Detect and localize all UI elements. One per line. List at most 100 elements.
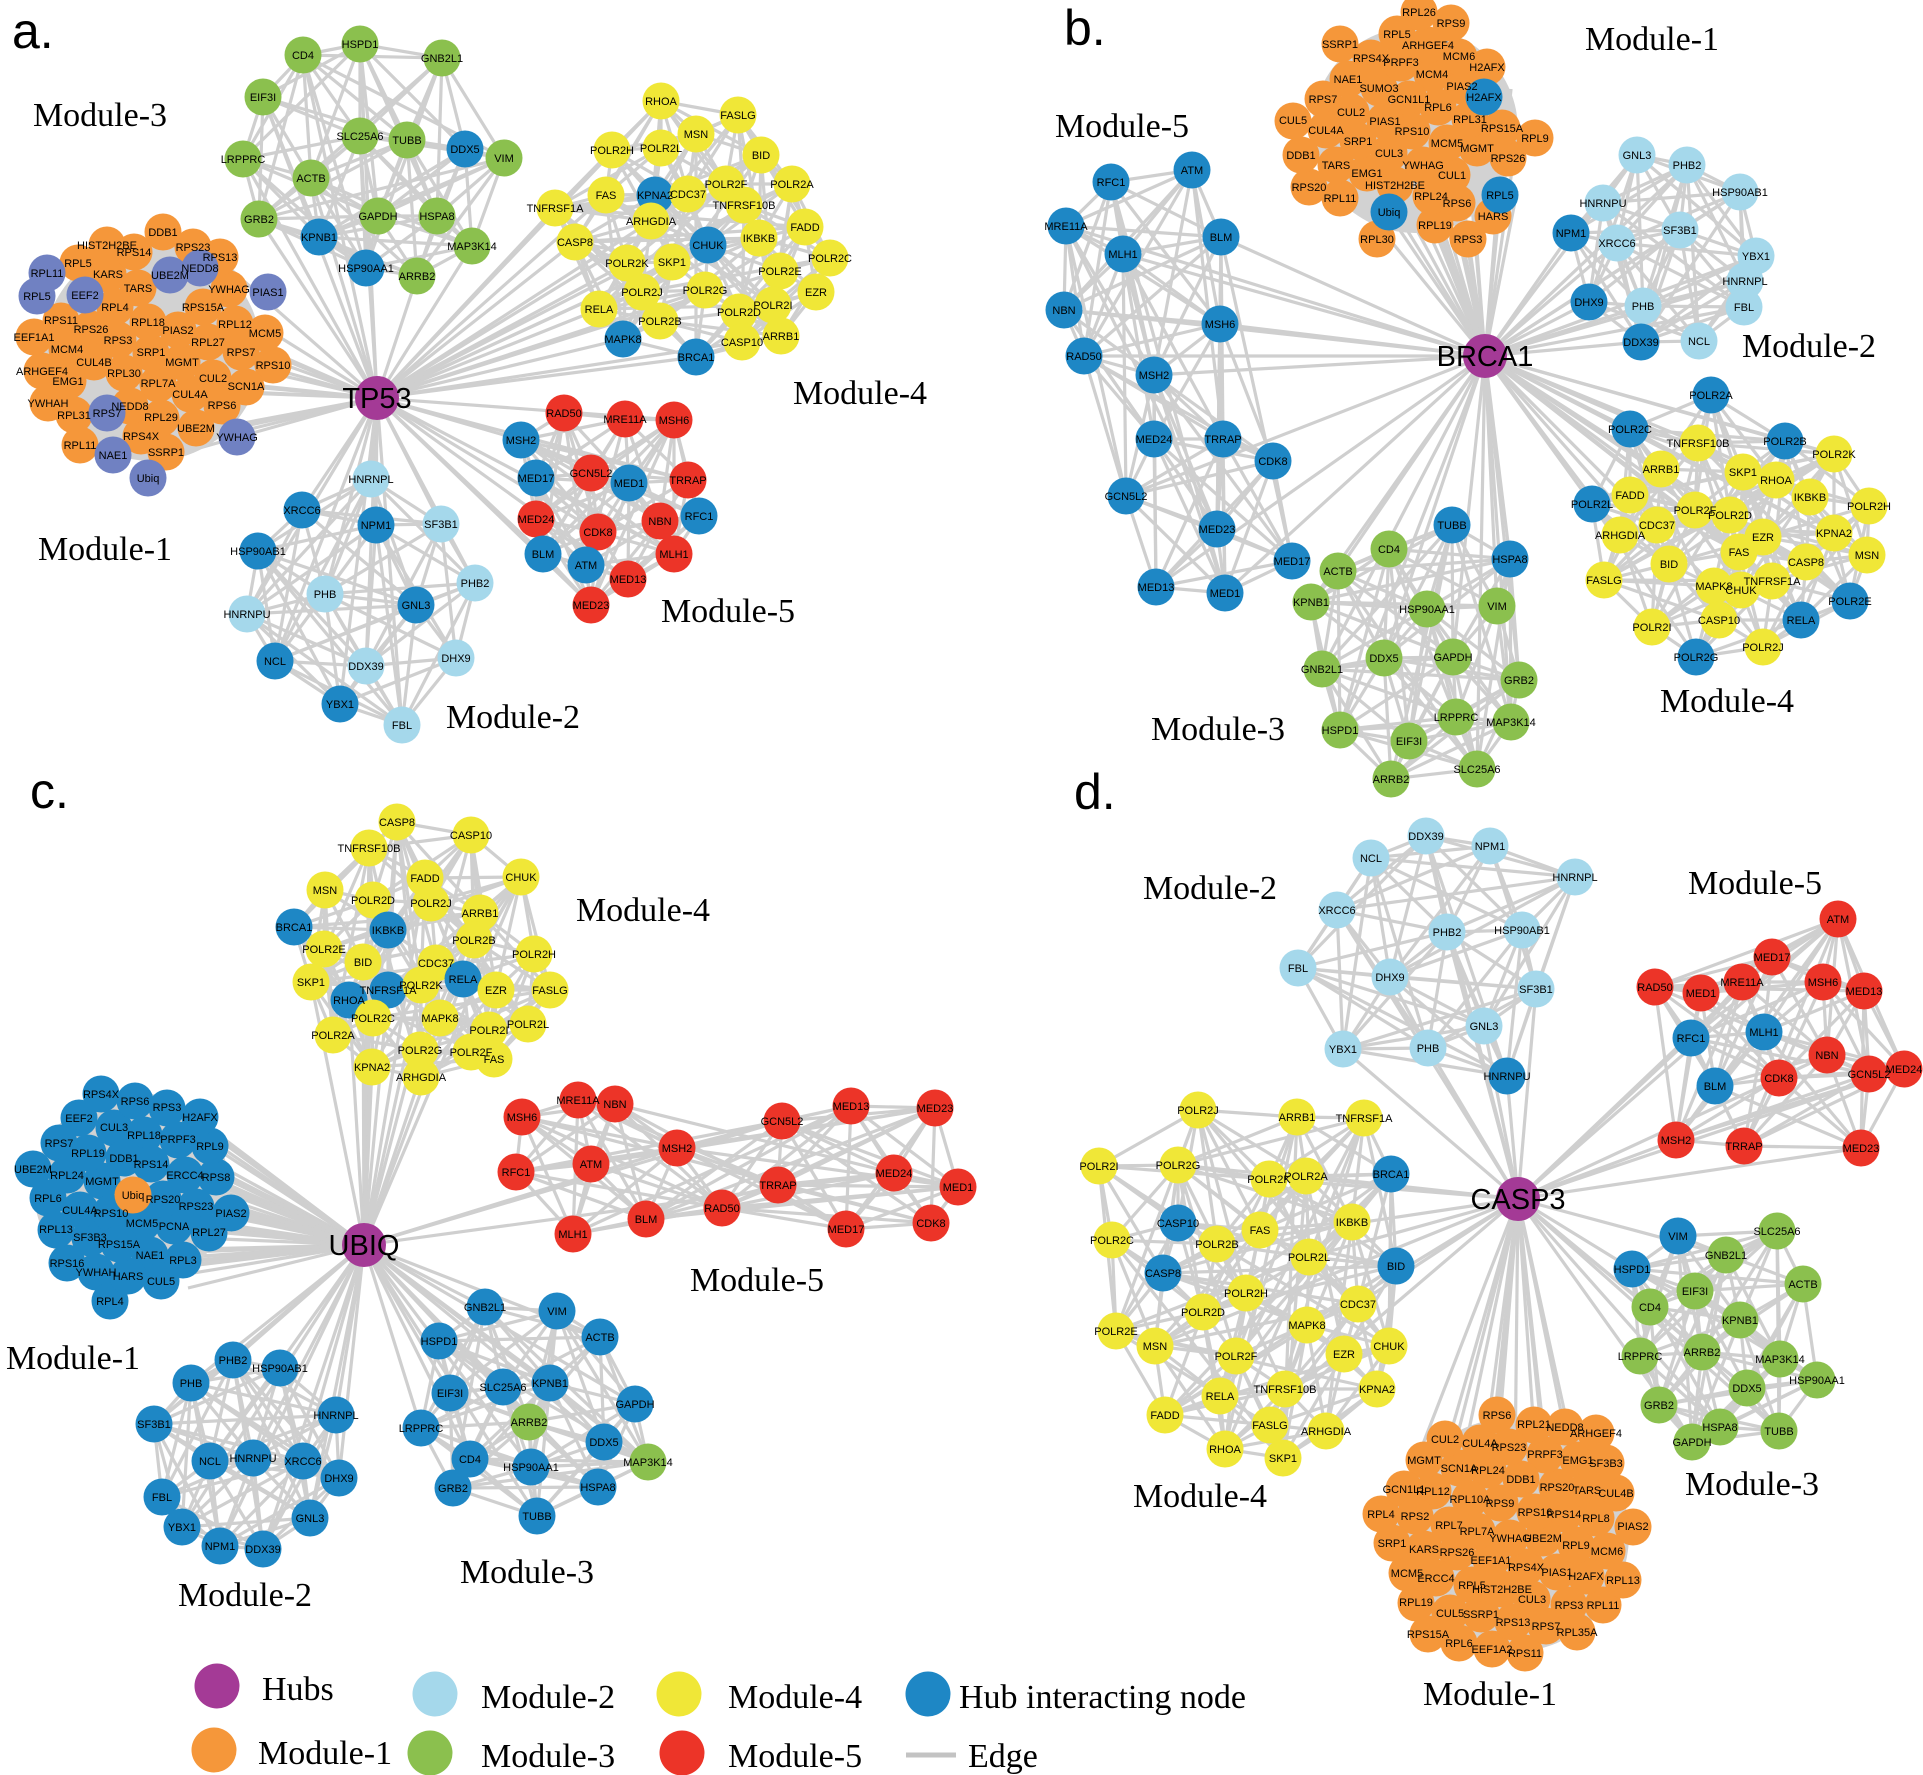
svg-text:RPL21: RPL21 [1517,1419,1551,1431]
svg-text:HSPA8: HSPA8 [580,1482,615,1494]
svg-text:POLR2D: POLR2D [1708,510,1752,522]
svg-text:HSPD1: HSPD1 [421,1336,458,1348]
svg-text:RPS7: RPS7 [1309,94,1338,106]
svg-text:c.: c. [30,763,69,819]
svg-text:DHX9: DHX9 [441,653,470,665]
svg-text:MED17: MED17 [518,473,555,485]
svg-text:BID: BID [1660,559,1678,571]
svg-text:KARS: KARS [1409,1544,1439,1556]
svg-text:XRCC6: XRCC6 [1598,238,1635,250]
svg-text:MLH1: MLH1 [1749,1027,1778,1039]
svg-text:TRRAP: TRRAP [669,475,706,487]
svg-text:RPL3: RPL3 [169,1255,197,1267]
svg-text:POLR2D: POLR2D [1181,1307,1225,1319]
svg-text:RPL4: RPL4 [101,302,129,314]
svg-text:POLR2C: POLR2C [1608,424,1652,436]
svg-text:RPS7: RPS7 [227,347,256,359]
svg-text:RPS13: RPS13 [1496,1617,1531,1629]
svg-text:LRPPRC: LRPPRC [221,154,266,166]
svg-text:GCN1L1: GCN1L1 [1383,1484,1426,1496]
svg-text:RPS26: RPS26 [74,324,109,336]
svg-text:HNRNPL: HNRNPL [348,474,393,486]
svg-text:GCN5L2: GCN5L2 [1105,491,1148,503]
svg-text:H2AFX: H2AFX [182,1112,218,1124]
svg-text:HNRNPU: HNRNPU [1483,1071,1530,1083]
svg-text:HSPA8: HSPA8 [1492,554,1527,566]
svg-text:RPS20: RPS20 [146,1194,181,1206]
svg-text:DDB1: DDB1 [1506,1474,1535,1486]
svg-text:RPS3: RPS3 [1555,1600,1584,1612]
svg-text:MSN: MSN [313,885,338,897]
svg-text:YWHAG: YWHAG [1489,1533,1531,1545]
svg-text:CUL5: CUL5 [1436,1608,1464,1620]
svg-text:YWHAG: YWHAG [208,284,250,296]
svg-text:BLM: BLM [1704,1081,1727,1093]
svg-text:PIAS2: PIAS2 [1446,81,1477,93]
svg-text:RPL12: RPL12 [1416,1486,1450,1498]
svg-text:UBE2M: UBE2M [1524,1533,1562,1545]
svg-text:MED17: MED17 [1274,556,1311,568]
svg-text:IKBKB: IKBKB [743,233,775,245]
svg-text:MCM4: MCM4 [51,344,83,356]
svg-text:POLR2B: POLR2B [638,316,681,328]
svg-text:RPS3: RPS3 [1454,234,1483,246]
svg-text:RPS10: RPS10 [1395,126,1430,138]
svg-text:SRP1: SRP1 [1378,1538,1407,1550]
svg-text:MSH6: MSH6 [507,1112,538,1124]
svg-text:KPNB1: KPNB1 [1293,597,1329,609]
svg-text:SSRP1: SSRP1 [1463,1609,1499,1621]
svg-text:MSN: MSN [1143,1341,1168,1353]
svg-text:RPS14: RPS14 [134,1159,169,1171]
svg-text:TNFRSF1A: TNFRSF1A [360,985,418,997]
svg-text:TARS: TARS [1322,160,1351,172]
svg-text:Module-1: Module-1 [6,1340,140,1377]
svg-text:GNB2L1: GNB2L1 [421,53,463,65]
svg-text:ARHGEF4: ARHGEF4 [1570,1428,1622,1440]
svg-text:PHB: PHB [314,589,337,601]
svg-text:Module-3: Module-3 [33,97,167,134]
svg-text:PHB: PHB [1632,301,1655,313]
svg-text:HSP90AB1: HSP90AB1 [1494,925,1550,937]
svg-text:MRE11A: MRE11A [1044,221,1088,233]
svg-text:SRP1: SRP1 [1344,136,1373,148]
svg-text:HSPA8: HSPA8 [1702,1422,1737,1434]
svg-text:GNL3: GNL3 [296,1513,325,1525]
svg-text:POLR2C: POLR2C [351,1013,395,1025]
svg-text:EZR: EZR [1752,532,1774,544]
svg-text:RPS26: RPS26 [1491,153,1526,165]
svg-text:RPS6: RPS6 [121,1096,150,1108]
svg-text:CDC37: CDC37 [1340,1299,1376,1311]
svg-text:RPL30: RPL30 [1360,234,1394,246]
svg-text:RPS4X: RPS4X [83,1089,120,1101]
svg-text:EIF3I: EIF3I [250,92,276,104]
svg-text:RPS6: RPS6 [1483,1410,1512,1422]
svg-text:Module-4: Module-4 [1660,683,1794,720]
svg-text:HNRNPU: HNRNPU [1579,198,1626,210]
svg-text:MAP3K14: MAP3K14 [1755,1354,1805,1366]
svg-text:ATM: ATM [575,560,597,572]
svg-text:EIF3I: EIF3I [1682,1286,1708,1298]
svg-text:ARHGDIA: ARHGDIA [626,216,677,228]
svg-text:ARRB1: ARRB1 [1643,464,1680,476]
svg-text:RAD50: RAD50 [1066,351,1101,363]
svg-text:MED17: MED17 [828,1224,865,1236]
svg-text:CD4: CD4 [459,1454,481,1466]
svg-text:YWHAH: YWHAH [76,1267,117,1279]
svg-text:H2AFX: H2AFX [1568,1571,1604,1583]
svg-text:RPL31: RPL31 [57,410,91,422]
svg-text:SLC25A6: SLC25A6 [1453,764,1500,776]
svg-text:POLR2F: POLR2F [450,1047,493,1059]
svg-text:RFC1: RFC1 [1097,177,1126,189]
svg-text:POLR2H: POLR2H [1224,1288,1268,1300]
svg-text:MED24: MED24 [1886,1064,1923,1076]
svg-text:TNFRSF10B: TNFRSF10B [1667,438,1730,450]
svg-text:BID: BID [354,957,372,969]
svg-text:XRCC6: XRCC6 [1318,905,1355,917]
svg-text:MLH1: MLH1 [1108,249,1137,261]
svg-text:ARHGEF4: ARHGEF4 [1402,40,1454,52]
svg-text:RPS14: RPS14 [117,247,152,259]
svg-text:Module-3: Module-3 [460,1554,594,1591]
svg-text:MED23: MED23 [573,600,610,612]
svg-text:SRP1: SRP1 [137,347,166,359]
svg-text:HIST2H2BE: HIST2H2BE [1365,180,1425,192]
